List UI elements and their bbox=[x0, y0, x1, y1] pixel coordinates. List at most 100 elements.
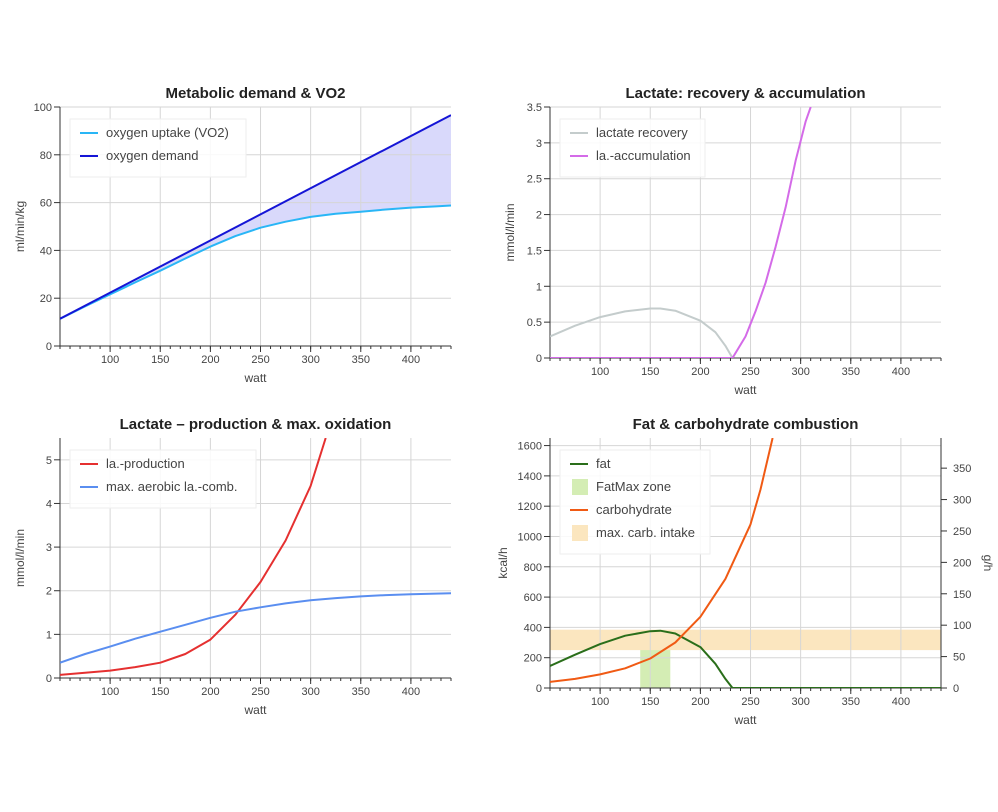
x-tick-label: 250 bbox=[741, 366, 759, 378]
band-max-carb-intake bbox=[550, 629, 941, 651]
legend: oxygen uptake (VO2) oxygen demand bbox=[69, 118, 247, 178]
y-tick-label: 4 bbox=[46, 498, 52, 510]
x-tick-label: 250 bbox=[741, 696, 759, 708]
chart-panel-c3: 100 150 200 250 300 350 400 0 1 2 3 4 5 Lactate – pro… bbox=[13, 416, 452, 717]
x-tick-label: 200 bbox=[201, 354, 219, 366]
x-tick-label: 350 bbox=[352, 354, 370, 366]
y-axis-label: mmol/l/min bbox=[13, 529, 27, 587]
y-tick-label: 1 bbox=[46, 629, 52, 641]
legend-label: la.-production bbox=[106, 456, 185, 471]
legend-label: max. carb. intake bbox=[596, 525, 695, 540]
y-tick-label: 1.5 bbox=[527, 245, 542, 257]
x-tick-label: 300 bbox=[791, 366, 809, 378]
x-tick-label: 300 bbox=[301, 686, 319, 698]
x-tick-label: 350 bbox=[352, 686, 370, 698]
y-right-tick-label: 150 bbox=[953, 589, 971, 601]
x-axis-label: watt bbox=[733, 383, 757, 397]
legend-box bbox=[69, 118, 247, 178]
series-line-max-aerobic-la-comb bbox=[60, 592, 451, 664]
legend-box bbox=[69, 449, 257, 509]
y-tick-label: 800 bbox=[524, 562, 542, 574]
x-tick-label: 150 bbox=[641, 696, 659, 708]
legend-label: carbohydrate bbox=[596, 502, 672, 517]
series-line-oxygen-uptake-vo2 bbox=[60, 204, 451, 320]
x-tick-label: 400 bbox=[892, 696, 910, 708]
y-tick-label: 400 bbox=[524, 622, 542, 634]
y-tick-label: 1 bbox=[536, 281, 542, 293]
x-tick-label: 100 bbox=[101, 354, 119, 366]
series-line-lactate-recovery bbox=[550, 307, 734, 358]
y-tick-label: 0 bbox=[46, 673, 52, 685]
legend: la.-production max. aerobic la.-comb. bbox=[69, 449, 257, 509]
legend-swatch-box bbox=[572, 479, 588, 495]
legend-label: FatMax zone bbox=[596, 479, 671, 494]
legend-label: fat bbox=[596, 456, 611, 471]
x-tick-label: 350 bbox=[842, 366, 860, 378]
chart-title: Fat & carbohydrate combustion bbox=[633, 416, 859, 433]
x-tick-label: 300 bbox=[791, 696, 809, 708]
y-tick-label: 1400 bbox=[518, 471, 542, 483]
x-tick-label: 100 bbox=[591, 366, 609, 378]
y-tick-label: 3.5 bbox=[527, 102, 542, 114]
y-tick-label: 3 bbox=[46, 542, 52, 554]
y-axis-label: ml/min/kg bbox=[13, 201, 27, 252]
y-right-tick-label: 0 bbox=[953, 683, 959, 695]
y-tick-label: 80 bbox=[40, 150, 52, 162]
x-tick-label: 200 bbox=[691, 696, 709, 708]
y-right-tick-label: 200 bbox=[953, 557, 971, 569]
y-right-tick-label: 300 bbox=[953, 495, 971, 507]
y-tick-label: 60 bbox=[40, 198, 52, 210]
series-line-oxygen-demand bbox=[60, 114, 451, 320]
y-tick-label: 0 bbox=[536, 353, 542, 365]
y-tick-label: 5 bbox=[46, 455, 52, 467]
series-line-carbohydrate bbox=[550, 438, 774, 683]
x-tick-label: 150 bbox=[151, 686, 169, 698]
legend-label: lactate recovery bbox=[596, 125, 688, 140]
y-tick-label: 2 bbox=[536, 210, 542, 222]
x-tick-label: 300 bbox=[301, 354, 319, 366]
x-tick-label: 100 bbox=[591, 696, 609, 708]
chart-panel-c2: 100 150 200 250 300 350 400 0 0.5 1 1.5 2 2.5 3 3.5 Lac… bbox=[503, 85, 942, 397]
x-tick-label: 250 bbox=[251, 354, 269, 366]
x-tick-label: 200 bbox=[691, 366, 709, 378]
x-tick-label: 250 bbox=[251, 686, 269, 698]
y-tick-label: 1600 bbox=[518, 441, 542, 453]
chart-title: Lactate – production & max. oxidation bbox=[120, 416, 392, 433]
legend: fat FatMax zone carbohydrate max. carb. int… bbox=[559, 449, 711, 555]
chart-title: Lactate: recovery & accumulation bbox=[625, 85, 865, 102]
series-line-la-production bbox=[60, 438, 327, 676]
x-tick-label: 350 bbox=[842, 696, 860, 708]
y-right-tick-label: 50 bbox=[953, 652, 965, 664]
y-tick-label: 600 bbox=[524, 592, 542, 604]
y-tick-label: 2 bbox=[46, 586, 52, 598]
chart-panel-c1: 100 150 200 250 300 350 400 0 20 40 60 80 100 Metabol… bbox=[13, 85, 452, 385]
y-tick-label: 100 bbox=[34, 102, 52, 114]
x-tick-label: 400 bbox=[402, 354, 420, 366]
y-axis-label: kcal/h bbox=[496, 547, 510, 578]
x-tick-label: 150 bbox=[641, 366, 659, 378]
legend-label: la.-accumulation bbox=[596, 148, 691, 163]
y-axis-label: mmol/l/min bbox=[503, 203, 517, 261]
y-tick-label: 0 bbox=[536, 683, 542, 695]
y-right-axis-label: g/h bbox=[981, 555, 995, 572]
y-tick-label: 200 bbox=[524, 653, 542, 665]
x-axis-label: watt bbox=[243, 703, 267, 717]
chart-panel-c4: 100 150 200 250 300 350 4000200400600800100012… bbox=[496, 416, 995, 727]
x-tick-label: 100 bbox=[101, 686, 119, 698]
legend: lactate recovery la.-accumulation bbox=[559, 118, 706, 178]
legend-label: max. aerobic la.-comb. bbox=[106, 479, 238, 494]
y-right-tick-label: 100 bbox=[953, 620, 971, 632]
y-right-tick-label: 350 bbox=[953, 463, 971, 475]
x-tick-label: 150 bbox=[151, 354, 169, 366]
y-tick-label: 20 bbox=[40, 293, 52, 305]
y-tick-label: 1000 bbox=[518, 531, 542, 543]
x-axis-label: watt bbox=[733, 713, 757, 727]
y-right-tick-label: 250 bbox=[953, 526, 971, 538]
legend-label: oxygen uptake (VO2) bbox=[106, 125, 229, 140]
x-tick-label: 400 bbox=[402, 686, 420, 698]
x-tick-label: 200 bbox=[201, 686, 219, 698]
y-tick-label: 1200 bbox=[518, 501, 542, 513]
y-tick-label: 2.5 bbox=[527, 174, 542, 186]
